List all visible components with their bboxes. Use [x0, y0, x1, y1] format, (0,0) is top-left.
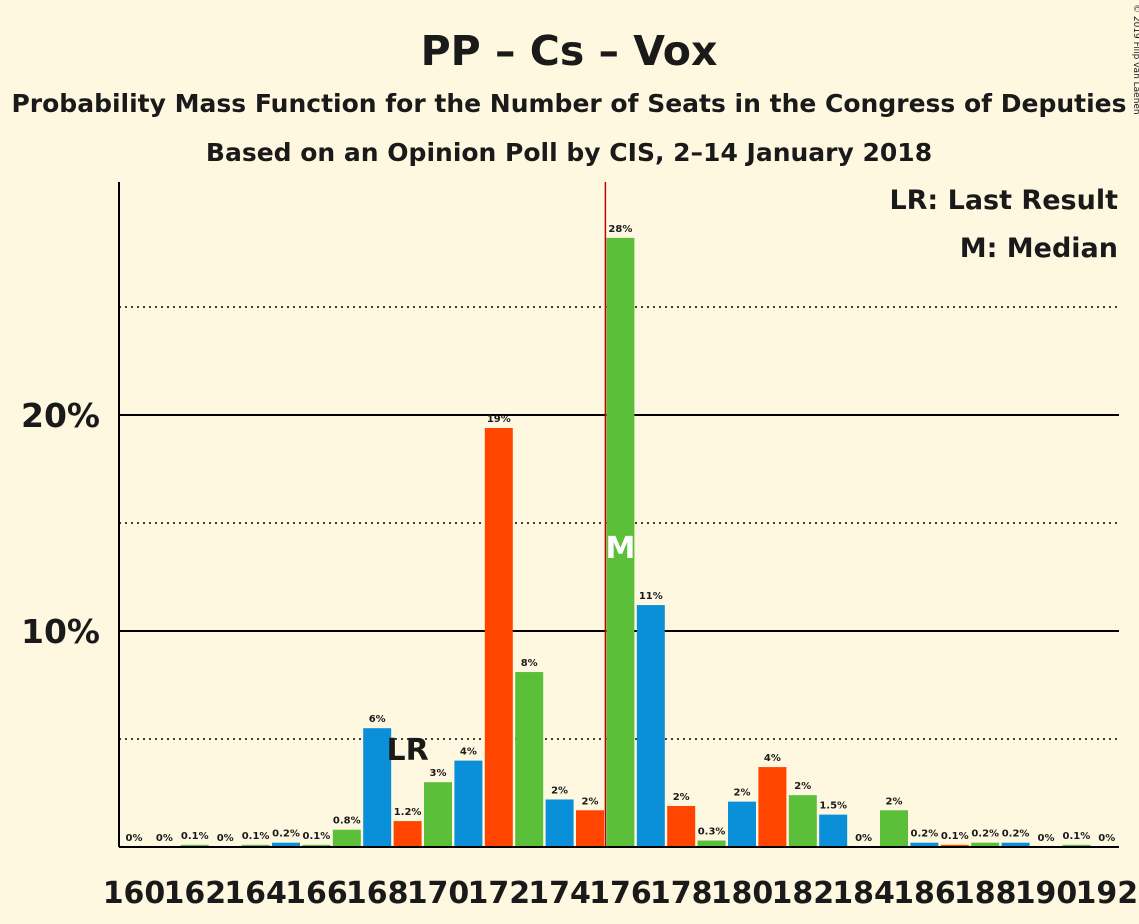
x-tick-label: 164: [224, 876, 287, 911]
bar-value-label: 0.2%: [272, 829, 300, 840]
bar-seat-170: [424, 782, 452, 847]
bar-seat-171: [454, 760, 483, 847]
copyright-note: © 2019 Filip van Laenen: [1131, 4, 1139, 115]
bar-value-label: 2%: [886, 796, 903, 807]
bar-value-label: 28%: [608, 224, 632, 235]
chart-title: PP – Cs – Vox: [421, 27, 718, 75]
x-tick-label: 170: [407, 876, 470, 911]
x-tick-label: 174: [528, 876, 591, 911]
bar-seat-179: [697, 840, 726, 847]
y-tick-label: 20%: [21, 396, 100, 435]
bar-seat-166: [302, 844, 331, 847]
y-tick-label: 10%: [21, 612, 100, 651]
y-tick-labels: 10% 20%: [21, 396, 100, 651]
axes: [118, 182, 1119, 848]
bar-value-label: 0.3%: [698, 827, 726, 838]
bar-value-label: 0%: [156, 833, 173, 844]
bar-seat-182: [788, 795, 817, 847]
bar-value-label: 0.1%: [181, 831, 209, 842]
chart-subtitle: Probability Mass Function for the Number…: [11, 89, 1126, 118]
bar-value-label: 2%: [582, 796, 599, 807]
bar-seat-162: [180, 844, 209, 847]
bar-value-label: 0%: [1038, 833, 1055, 844]
chart-subtitle-2: Based on an Opinion Poll by CIS, 2–14 Ja…: [206, 138, 932, 167]
x-tick-label: 162: [163, 876, 226, 911]
bar-value-label: 11%: [639, 591, 663, 602]
bar-seat-183: [819, 814, 848, 847]
bar-value-label: 0%: [126, 833, 143, 844]
bar-value-label: 0.1%: [941, 831, 969, 842]
bar-seat-185: [880, 810, 908, 847]
bar-seat-173: [515, 672, 544, 847]
x-tick-label: 172: [467, 876, 530, 911]
bars: [180, 237, 1091, 847]
x-tick-label: 182: [771, 876, 834, 911]
bar-value-label: 0.2%: [911, 829, 939, 840]
bar-value-label: 4%: [460, 747, 477, 758]
bar-value-label: 2%: [734, 788, 751, 799]
markers: M LR: [386, 182, 635, 847]
bar-value-label: 2%: [551, 785, 568, 796]
bar-labels: 0% 0% 0.1% 0% 0.1% 0.2% 0.1%0.8%6%1.2%3%4%19%8…: [126, 224, 1116, 844]
bar-seat-169: [393, 821, 422, 847]
bar-seat-180: [728, 801, 756, 847]
bar-seat-168: [363, 728, 392, 847]
bar-value-label: 1.5%: [819, 801, 847, 812]
bar-value-label: 0%: [855, 833, 872, 844]
bar-value-label: 8%: [521, 658, 538, 669]
bar-value-label: 0.1%: [303, 831, 331, 842]
last-result-marker: LR: [386, 733, 428, 768]
x-tick-label: 166: [285, 876, 348, 911]
x-tick-label: 184: [832, 876, 895, 911]
bar-seat-191: [1062, 844, 1091, 847]
bar-value-label: 0.8%: [333, 816, 361, 827]
bar-seat-172: [484, 427, 513, 847]
bar-value-label: 4%: [764, 753, 781, 764]
median-marker: M: [605, 531, 635, 566]
bar-value-label: 19%: [487, 414, 511, 425]
x-tick-label: 188: [954, 876, 1017, 911]
x-tick-label: 176: [589, 876, 652, 911]
bar-seat-174: [545, 799, 574, 847]
x-tick-label: 192: [1075, 876, 1138, 911]
x-tick-label: 178: [650, 876, 713, 911]
x-tick-label: 160: [103, 876, 166, 911]
legend-last-result: LR: Last Result: [889, 185, 1118, 216]
bar-seat-188: [971, 842, 1000, 847]
bar-value-label: 0.2%: [1002, 829, 1030, 840]
bar-seat-187: [940, 844, 969, 847]
x-tick-label: 180: [711, 876, 774, 911]
x-tick-label: 186: [893, 876, 956, 911]
bar-value-label: 2%: [794, 781, 811, 792]
x-tick-label: 168: [346, 876, 409, 911]
legend-background: [930, 180, 1125, 270]
legend-median: M: Median: [960, 233, 1118, 264]
x-tick-labels: 1601621641661681701721741761781801821841…: [103, 876, 1138, 911]
bar-value-label: 0.1%: [1063, 831, 1091, 842]
bar-seat-181: [758, 767, 787, 847]
bar-value-label: 0.1%: [242, 831, 270, 842]
bar-value-label: 3%: [430, 768, 447, 779]
bar-seat-178: [667, 805, 696, 847]
bar-seat-164: [241, 844, 270, 847]
bar-seat-175: [576, 810, 604, 847]
x-tick-label: 190: [1015, 876, 1078, 911]
bar-seat-167: [332, 829, 361, 847]
bar-value-label: 6%: [369, 714, 386, 725]
bar-value-label: 0%: [217, 833, 234, 844]
bar-value-label: 2%: [673, 792, 690, 803]
bar-seat-177: [636, 605, 665, 847]
bar-seat-189: [1001, 842, 1030, 847]
bar-seat-165: [272, 842, 300, 847]
bar-value-label: 0.2%: [971, 829, 999, 840]
bar-value-label: 0%: [1098, 833, 1115, 844]
bar-seat-186: [910, 842, 939, 847]
bar-seat-176: [606, 237, 635, 847]
bar-value-label: 1.2%: [394, 807, 422, 818]
